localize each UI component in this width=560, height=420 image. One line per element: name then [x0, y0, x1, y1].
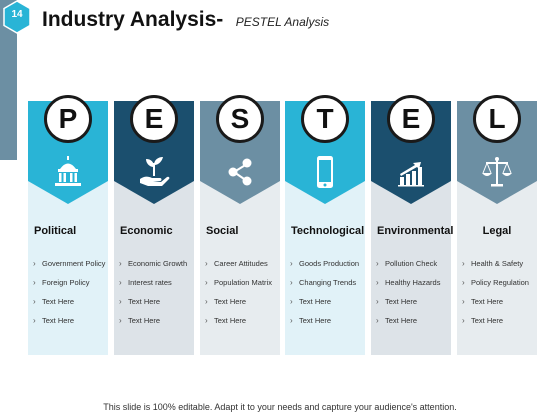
list-item: Text Here [376, 297, 450, 306]
list-item: Pollution Check [376, 259, 450, 268]
slide-number-badge: 14 [2, 0, 32, 34]
letter-circle: E [130, 95, 178, 143]
page-subtitle: PESTEL Analysis [235, 15, 330, 29]
side-accent-bar [0, 0, 17, 160]
hexagon-badge-icon [3, 0, 31, 34]
list-item: Text Here [205, 316, 279, 325]
letter-circle: L [473, 95, 521, 143]
share-icon [222, 155, 258, 189]
smartphone-icon [307, 155, 343, 189]
item-list: Economic Growth Interest rates Text Here… [119, 259, 193, 335]
list-item: Text Here [290, 297, 364, 306]
pestel-letter: T [316, 103, 334, 134]
list-item: Text Here [33, 297, 107, 306]
pestel-letter: E [401, 103, 421, 134]
letter-circle: T [301, 95, 349, 143]
capitol-building-icon [50, 155, 86, 189]
column-title: Legal [482, 225, 512, 237]
list-item: Government Policy [33, 259, 107, 268]
footer-note: This slide is 100% editable. Adapt it to… [103, 402, 457, 412]
list-item: Population Matrix [205, 278, 279, 287]
item-list: Career Attitudes Population Matrix Text … [205, 259, 279, 335]
column-economic: E Economic Economic Growth Interest rate… [110, 95, 194, 355]
column-title: Technological [291, 225, 365, 237]
list-item: Text Here [462, 316, 536, 325]
page-title-block: Industry Analysis- PESTEL Analysis [42, 8, 329, 32]
column-legal: L Legal Health & Safety Policy Regulatio… [453, 95, 537, 355]
list-item: Text Here [119, 297, 193, 306]
list-item: Health & Safety [462, 259, 536, 268]
slide-number: 14 [11, 9, 23, 20]
item-list: Health & Safety Policy Regulation Text H… [462, 259, 536, 335]
list-item: Text Here [205, 297, 279, 306]
list-item: Text Here [119, 316, 193, 325]
list-item: Changing Trends [290, 278, 364, 287]
letter-circle: S [216, 95, 264, 143]
pestel-letter: S [230, 103, 250, 134]
list-item: Text Here [290, 316, 364, 325]
page-title: Industry Analysis- [42, 8, 224, 31]
list-item: Foreign Policy [33, 278, 107, 287]
item-list: Pollution Check Healthy Hazards Text Her… [376, 259, 450, 335]
item-list: Government Policy Foreign Policy Text He… [33, 259, 107, 335]
list-item: Economic Growth [119, 259, 193, 268]
column-title: Environmental [377, 225, 454, 237]
list-item: Goods Production [290, 259, 364, 268]
item-list: Goods Production Changing Trends Text He… [290, 259, 364, 335]
hand-plant-icon [136, 155, 172, 189]
column-title: Political [34, 225, 77, 237]
column-title: Social [206, 225, 239, 237]
column-title: Economic [120, 225, 173, 237]
pestel-letter: E [144, 103, 164, 134]
column-social: S Social Career Attitudes Population Mat… [196, 95, 280, 355]
list-item: Policy Regulation [462, 278, 536, 287]
letter-circle: P [44, 95, 92, 143]
column-technological: T Technological Goods Production Changin… [281, 95, 365, 355]
list-item: Healthy Hazards [376, 278, 450, 287]
column-environmental: E Environmental Pollution Check Healthy … [367, 95, 453, 355]
list-item: Text Here [462, 297, 536, 306]
bar-chart-growth-icon [393, 155, 429, 189]
column-political: P Political Government Policy Foreign Po… [24, 95, 108, 355]
pestel-letter: P [58, 103, 78, 134]
letter-circle: E [387, 95, 435, 143]
pestel-letter: L [488, 103, 506, 134]
scales-of-justice-icon [479, 155, 515, 189]
list-item: Text Here [33, 316, 107, 325]
list-item: Interest rates [119, 278, 193, 287]
list-item: Career Attitudes [205, 259, 279, 268]
list-item: Text Here [376, 316, 450, 325]
